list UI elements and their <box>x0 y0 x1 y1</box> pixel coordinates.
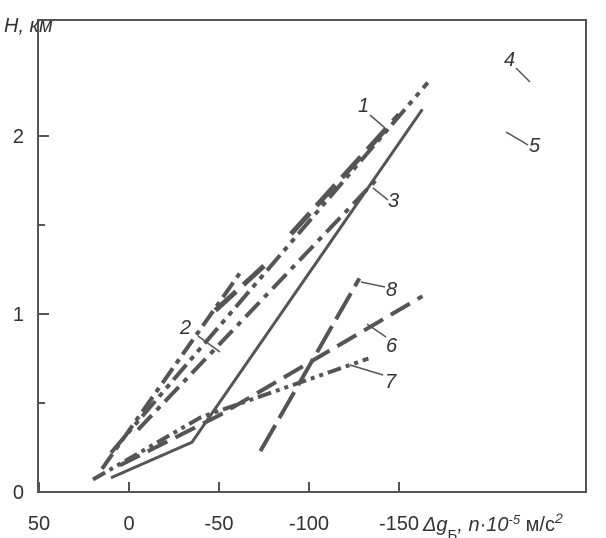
x-tick-label: -100 <box>289 513 329 535</box>
series-line-2 <box>100 268 245 471</box>
series-label: 6 <box>386 335 398 357</box>
series-layer <box>92 81 430 482</box>
series-label: 7 <box>385 371 397 393</box>
x-tick-label: 50 <box>28 513 50 535</box>
series-label: 4 <box>504 49 515 71</box>
series-line-7 <box>92 356 370 482</box>
series-line-5 <box>110 108 424 480</box>
series-label: 2 <box>179 317 191 339</box>
series-label: 8 <box>386 279 397 301</box>
series-label-leader <box>369 114 386 129</box>
x-tick-label: 0 <box>123 513 134 535</box>
plot-frame <box>37 19 587 493</box>
series-line-1 <box>213 264 266 313</box>
x-axis-tick-labels: 50 0 -50 -100 -150 <box>28 513 419 535</box>
series-label-leader <box>372 187 389 201</box>
y-axis-tick-labels: 0 1 2 <box>13 126 24 504</box>
series-line-6 <box>119 294 424 468</box>
y-tick-label: 2 <box>13 126 24 148</box>
series-label: 5 <box>529 135 541 157</box>
x-axis-title: ΔgБ, n·10-5 м/с2 <box>422 510 563 538</box>
x-tick-label: -50 <box>205 513 234 535</box>
series-label-layer: 1 2 3 4 5 6 7 8 <box>179 49 541 393</box>
series-label-leader <box>366 323 387 338</box>
y-tick-label: 1 <box>13 304 24 326</box>
series-label: 1 <box>358 95 369 117</box>
series-line-1 <box>289 112 401 236</box>
x-axis-ticks <box>38 482 400 492</box>
y-axis-title-text: H, км <box>4 15 53 37</box>
y-axis-ticks <box>38 135 49 404</box>
series-line-8 <box>258 277 362 453</box>
series-line-4 <box>109 81 430 455</box>
series-label-leader <box>349 364 384 376</box>
series-line-3 <box>136 179 378 432</box>
series-label-leader <box>197 335 221 353</box>
series-label-leader <box>360 281 386 288</box>
series-label: 3 <box>388 190 399 212</box>
y-tick-label: 0 <box>13 482 24 504</box>
series-label-leader <box>505 131 529 146</box>
x-tick-label: -150 <box>379 513 419 535</box>
y-axis-title: H, км <box>4 15 53 37</box>
series-label-leader <box>515 67 531 83</box>
